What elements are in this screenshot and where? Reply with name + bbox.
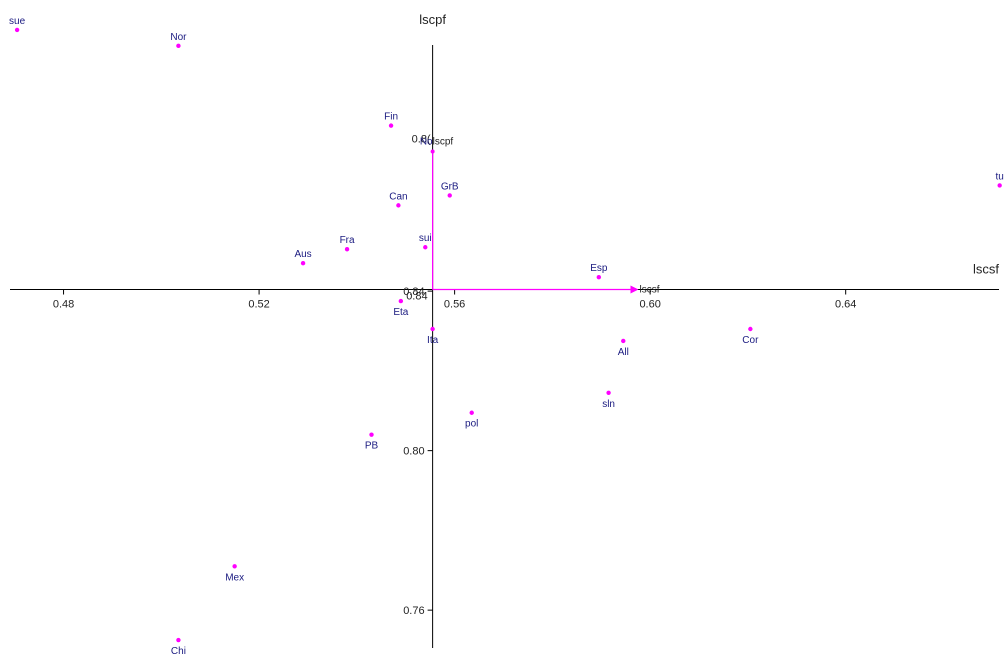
point-nor [176,43,181,49]
point-label-tu: tu [995,171,1003,182]
point-pb [369,432,374,437]
point-label-mex: Mex [225,572,244,583]
x-tick-label: 0.60 [639,299,660,311]
point-label-sln: sln [602,399,615,410]
arrow-label-lscsf: lscsf [639,285,659,296]
y-axis-title: lscpf [419,12,446,27]
point-can [396,203,401,208]
point-label-pb: PB [365,441,379,452]
point-label-pol: pol [465,419,478,430]
point-label-aus: Aus [294,249,311,260]
x-tick-label: 0.52 [248,299,269,311]
point-pol [469,410,474,415]
point-tu [997,183,1002,188]
point-label-fra: Fra [340,235,355,246]
point-label-ita: Ita [427,335,439,346]
point-label-all: All [618,347,629,358]
origin-tick-label: 0.84 [406,291,427,303]
point-chi [176,637,181,643]
y-tick-label: 0.84 [403,286,424,298]
point-sln [606,390,611,396]
axes: lscsf lscpf [10,12,999,648]
point-label-sui: sui [419,233,432,244]
point-label-eta: Eta [393,307,408,318]
point-label-esp: Esp [590,263,608,274]
point-sue [14,27,20,33]
point-label-grb: GrB [441,181,459,192]
x-axis-title: lscsf [973,262,999,277]
point-ita [430,326,435,332]
point-cor [748,326,753,332]
x-tick-label: 0.64 [835,299,856,311]
x-tick-label: 0.56 [444,299,465,311]
point-eta [398,298,404,304]
y-tick-label: 0.80 [403,446,424,458]
point-label-sue: sue [9,16,26,27]
point-fra [344,247,350,252]
y-tick-label: 0.76 [403,605,424,617]
arrowhead-lscsf [630,285,639,294]
point-mex [232,564,237,569]
point-aus [300,261,306,266]
data-points: sue Nor Fin GrB Can tu sui Fra Aus Esp Eta Ita Cor Al… [9,16,1004,657]
overlap-point-label: No [420,137,433,148]
overlap-tick-label: 0.8( [412,134,431,146]
point-fin [388,123,394,128]
axis-ticks: 0.48 0.52 0.56 0.60 0.64 0.76 0.80 0.840.84 [53,286,857,617]
point-label-nor: Nor [170,32,187,43]
point-all [621,338,626,344]
point-label-chi: Chi [171,646,186,657]
arrow-label-lscpf: lscpf [433,137,454,148]
x-tick-label: 0.48 [53,299,74,311]
point-label-fin: Fin [384,112,398,123]
point-label-can: Can [389,191,407,202]
point-sui [423,245,428,250]
point-label-cor: Cor [742,335,759,346]
point-grb [447,193,452,198]
point-esp [596,274,602,280]
arrowhead-lscpf [430,149,435,154]
